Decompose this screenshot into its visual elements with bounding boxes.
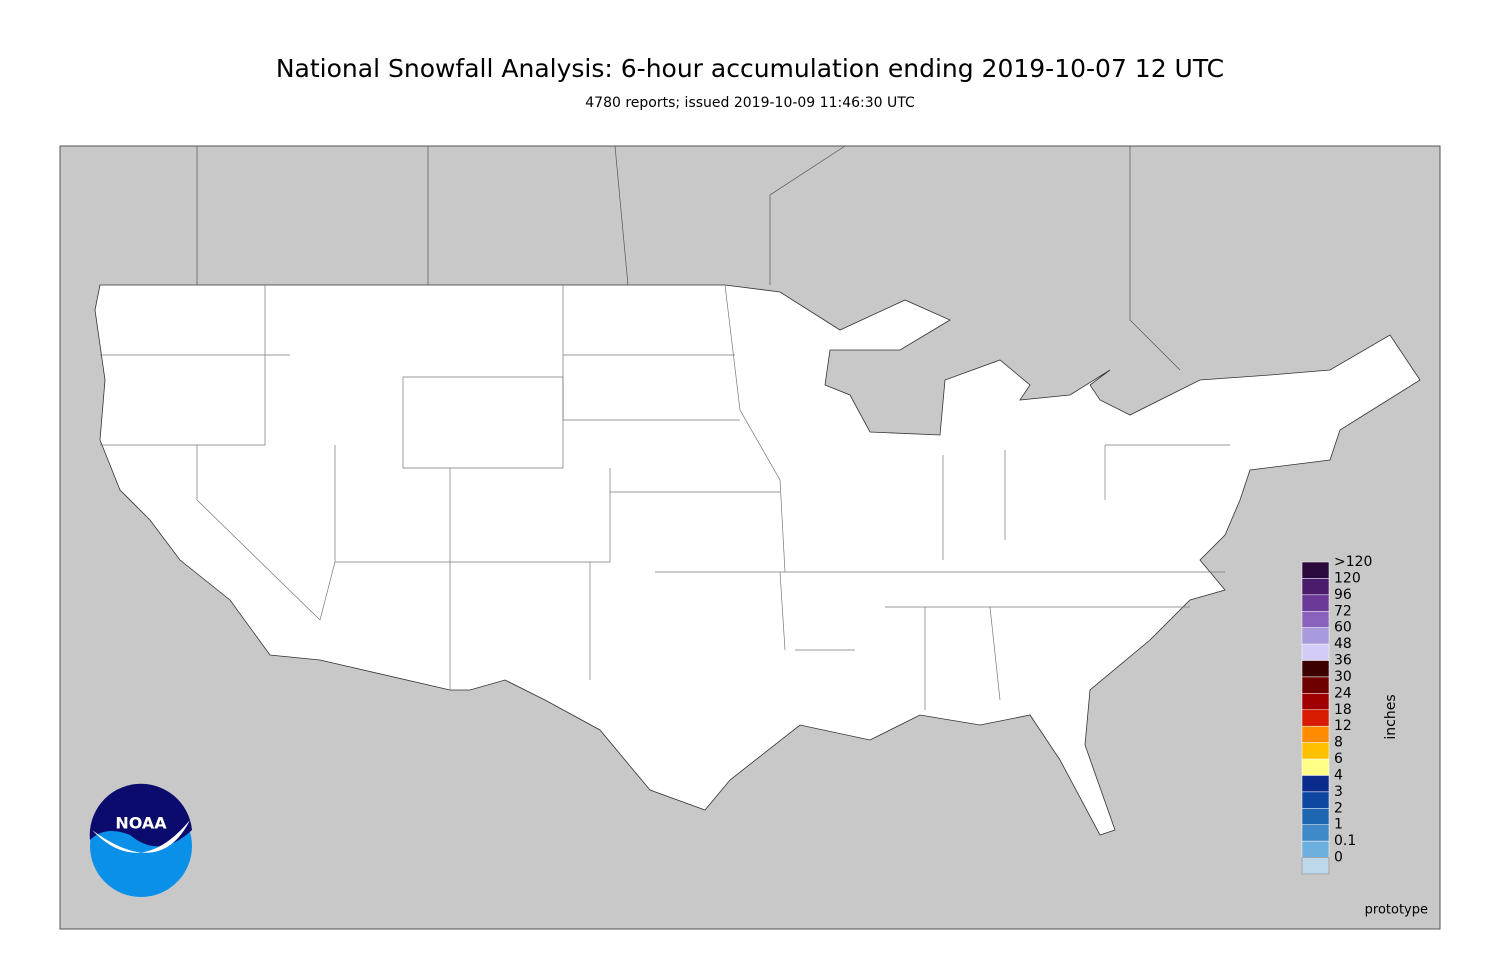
legend-label: 36 [1334,653,1352,669]
legend-swatch [1301,611,1330,628]
legend-label: 0.1 [1334,833,1356,849]
legend-swatch [1301,857,1330,875]
legend-swatch [1301,676,1330,694]
legend-swatch [1301,824,1330,842]
legend-swatch [1301,693,1330,711]
border-lines [196,145,1181,371]
legend-label: 4 [1334,767,1343,783]
legend-label: 96 [1334,587,1352,603]
legend-swatch [1301,627,1330,645]
legend-swatch [1301,578,1330,596]
legend-swatch [1301,643,1330,661]
map [59,145,1441,930]
legend-swatch [1301,840,1330,858]
legend-label: 60 [1334,620,1352,636]
legend-label: 0 [1334,850,1343,866]
legend-swatch [1301,808,1330,825]
legend-label: 3 [1334,784,1343,800]
legend-label: 6 [1334,751,1343,767]
legend-swatch [1301,791,1330,809]
legend-swatch [1301,742,1330,760]
legend-swatch [1301,709,1330,727]
legend-label: 120 [1334,570,1361,586]
legend-swatch [1301,775,1330,793]
legend-swatch [1301,594,1330,612]
legend-label: 1 [1334,817,1343,833]
legend-zero-box [1301,857,1330,875]
legend-swatch [1301,725,1330,743]
legend-label: 24 [1334,685,1352,701]
legend-unit: inches [1383,694,1399,739]
note: prototype [1365,903,1428,918]
legend-swatch [1301,561,1330,579]
legend-label: 72 [1334,603,1352,619]
logo-text: NOAA [115,814,167,833]
conus [94,284,1421,836]
legend-label: 12 [1334,718,1352,734]
legend-label: 18 [1334,702,1352,718]
legend-swatch [1301,758,1330,776]
logo-gull [92,820,190,853]
title: National Snowfall Analysis: 6-hour accum… [276,54,1224,83]
subtitle: 4780 reports; issued 2019-10-09 11:46:30… [585,95,915,111]
logo: NOAA [89,783,192,897]
logo-top [89,783,192,847]
legend-label: >120 [1334,554,1372,570]
legend-label: 48 [1334,636,1352,652]
legend-label: 30 [1334,669,1352,685]
legend-label: 2 [1334,800,1343,816]
legend-label: 8 [1334,735,1343,751]
legend-swatch [1301,660,1330,678]
state-lines [100,284,1230,710]
